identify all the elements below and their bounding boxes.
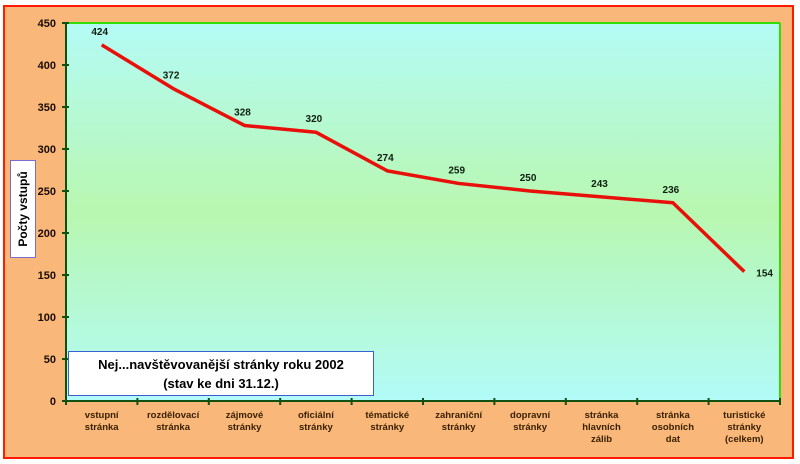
plot-area [66, 23, 780, 401]
data-label: 372 [163, 71, 180, 82]
data-label: 274 [377, 153, 394, 164]
y-tick-label: 400 [38, 60, 56, 72]
data-label: 250 [520, 173, 537, 184]
data-label: 424 [91, 27, 108, 38]
x-tick-label: dopravní [510, 410, 550, 421]
x-tick-label: stránka [85, 422, 120, 433]
y-tick-label: 300 [38, 144, 56, 156]
x-tick-label: oficiální [298, 410, 334, 421]
x-tick-label: stránky [299, 422, 334, 433]
y-axis-title-box: Počty vstupů [10, 160, 36, 258]
y-tick-label: 50 [44, 354, 56, 366]
x-tick-label: stránky [370, 422, 405, 433]
x-tick-label: stránky [442, 422, 477, 433]
data-label: 243 [591, 179, 608, 190]
data-label: 236 [663, 185, 680, 196]
x-tick-label: vstupní [85, 410, 119, 421]
y-tick-label: 100 [38, 312, 56, 324]
x-tick-label: hlavních [582, 422, 621, 433]
chart-subtitle: (stav ke dni 31.12.) [163, 376, 279, 391]
x-tick-label: turistické [723, 410, 765, 421]
y-tick-label: 0 [50, 396, 56, 408]
x-tick-label: stránky [228, 422, 263, 433]
chart-title: Nej...navštěvovanější stránky roku 2002 [98, 357, 344, 372]
y-axis-title: Počty vstupů [16, 171, 30, 247]
x-tick-label: tématické [365, 410, 409, 421]
data-label: 259 [448, 165, 465, 176]
x-tick-label: stránky [727, 422, 762, 433]
y-tick-label: 200 [38, 228, 56, 240]
x-tick-label: rozdělovací [147, 410, 200, 421]
x-tick-label: stránka [656, 410, 691, 421]
x-tick-label: stránka [585, 410, 620, 421]
data-label: 320 [306, 114, 323, 125]
x-tick-label: zahraniční [435, 410, 482, 421]
x-tick-label: osobních [652, 422, 694, 433]
y-tick-label: 350 [38, 102, 56, 114]
x-tick-label: zálib [591, 434, 612, 445]
chart-title-box: Nej...navštěvovanější stránky roku 2002 … [68, 351, 374, 396]
x-tick-label: stránka [156, 422, 191, 433]
y-tick-label: 450 [38, 18, 56, 30]
x-tick-label: stránky [513, 422, 548, 433]
data-label: 154 [756, 269, 773, 280]
y-tick-label: 250 [38, 186, 56, 198]
x-tick-label: dat [666, 434, 681, 445]
x-tick-label: (celkem) [725, 434, 764, 445]
y-tick-label: 150 [38, 270, 56, 282]
series-line [100, 43, 746, 273]
x-tick-label: zájmové [226, 410, 264, 421]
data-label: 328 [234, 107, 251, 118]
